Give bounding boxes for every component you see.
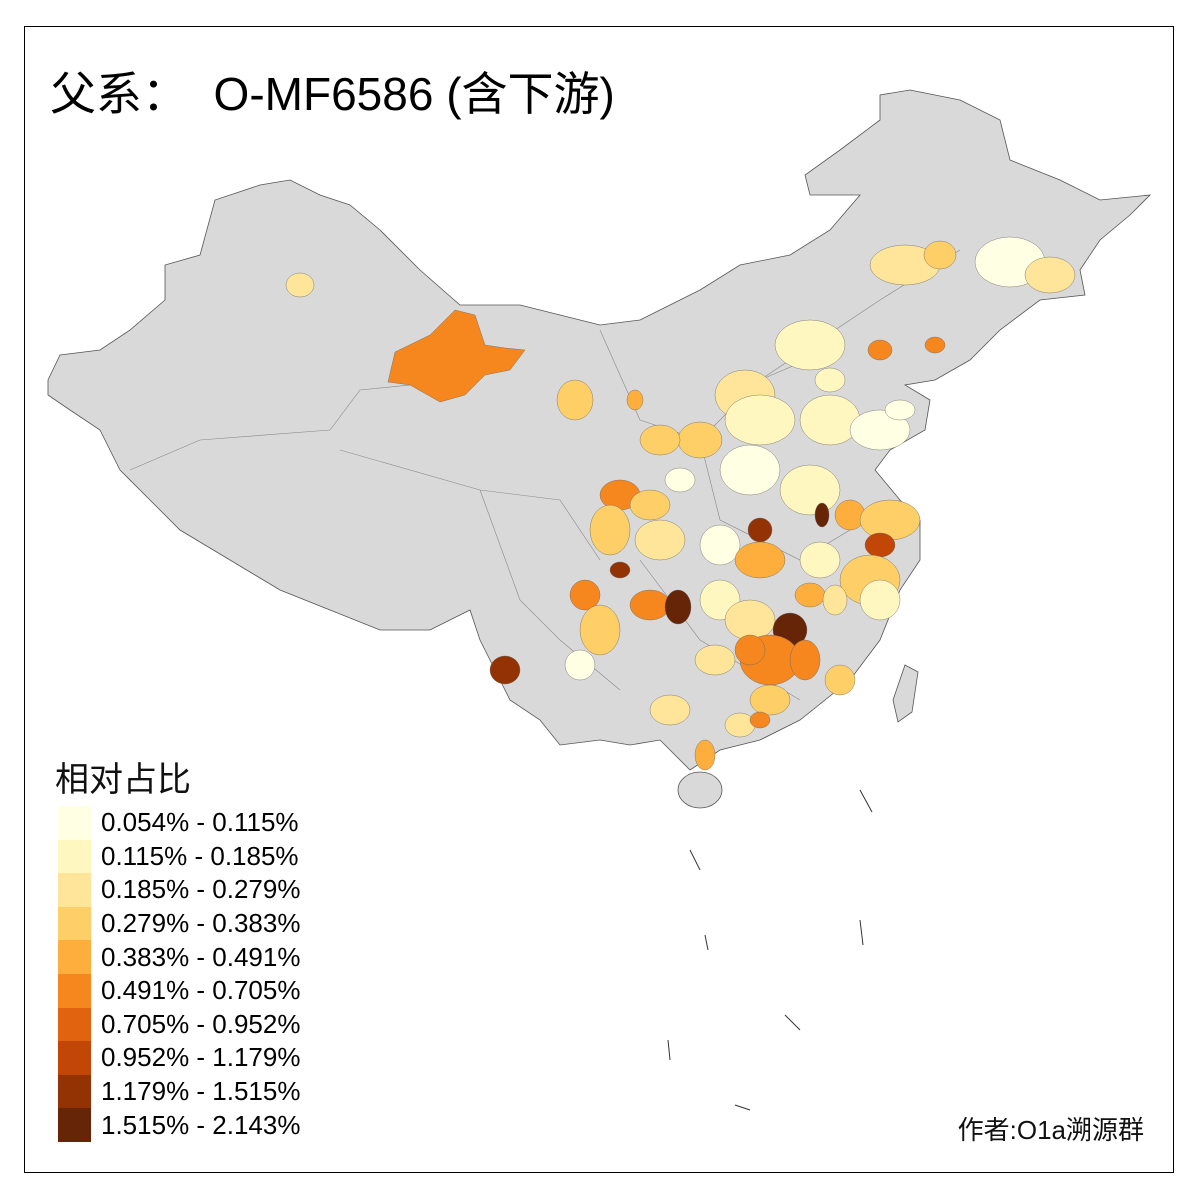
prefecture-region [774,319,846,371]
legend: 0.054% - 0.115% 0.115% - 0.185% 0.185% - 0… [58,806,300,1142]
map-frame [24,26,1174,1173]
prefecture-region [859,499,921,541]
prefecture-region [387,309,526,403]
island-mark [689,849,701,871]
prefecture-region [694,739,716,771]
legend-swatch [58,1074,91,1109]
island-mark [734,1104,751,1111]
legend-title: 相对占比 [55,761,191,799]
prefecture-region [923,240,957,270]
prefecture-region [834,499,866,531]
legend-label: 1.179% - 1.515% [101,1076,301,1107]
legend-swatch [58,1041,91,1075]
prefecture-region [724,394,796,446]
prefecture-region [626,389,644,411]
legend-label: 0.491% - 0.705% [101,975,301,1006]
prefecture-region [749,711,771,729]
prefecture-region [867,339,893,361]
prefecture-region [677,421,723,459]
legend-item: 0.383% - 0.491% [58,940,300,974]
legend-label: 0.952% - 1.179% [101,1042,301,1073]
legend-item: 0.705% - 0.952% [58,1007,301,1042]
prefecture-region [814,502,830,528]
prefecture-region [629,589,671,621]
prefecture-region [649,694,691,726]
legend-item: 0.115% - 0.185% [58,839,300,874]
prefecture-region [664,467,696,493]
legend-swatch [58,806,91,840]
prefecture-region [749,684,791,716]
island-mark [859,919,864,946]
island-mark [859,789,873,813]
prefecture-region [629,489,671,521]
prefecture-region [864,532,896,558]
prefecture-region [569,579,601,611]
prefecture-region [724,599,776,641]
legend-label: 0.185% - 0.279% [101,874,301,905]
prefecture-region [285,272,315,298]
legend-swatch [58,839,91,874]
legend-swatch [58,1108,91,1142]
prefecture-region [719,444,781,496]
prefecture-region [639,424,681,456]
prefecture-region [849,409,911,451]
legend-item: 0.279% - 0.383% [58,906,301,941]
prefecture-region [794,582,826,608]
prefecture-region [589,504,631,556]
province-border [129,379,461,471]
prefecture-region [814,367,846,393]
prefecture-region [694,644,736,676]
legend-item: 0.185% - 0.279% [58,873,300,907]
prefecture-region [824,664,856,696]
prefecture-region [1024,256,1076,294]
legend-swatch [58,873,91,907]
legend-swatch [58,906,91,941]
prefecture-region [556,379,594,421]
prefecture-region [859,579,901,621]
legend-item: 0.054% - 0.115% [58,806,300,840]
legend-item: 0.491% - 0.705% [58,973,301,1008]
prefecture-region [884,399,916,421]
prefecture-region [699,524,741,566]
prefecture-region [579,604,621,656]
prefecture-region [609,561,631,579]
prefecture-region [634,519,686,561]
legend-label: 0.054% - 0.115% [101,807,299,838]
prefecture-region [734,634,766,666]
prefecture-region [799,394,861,446]
island-mark [667,1039,671,1061]
prefecture-region [789,639,821,681]
hainan-island [677,771,723,809]
legend-label: 0.705% - 0.952% [101,1008,301,1039]
prefecture-region [779,464,841,516]
prefecture-region [724,712,756,738]
legend-swatch [58,940,91,974]
island-mark [784,1014,801,1031]
author-credit: 作者:O1a溯源群 [957,1115,1144,1145]
prefecture-region [747,517,773,543]
legend-item: 1.515% - 2.143% [58,1108,300,1142]
prefecture-region [924,336,946,354]
legend-swatch [58,1007,91,1042]
legend-item: 0.952% - 1.179% [58,1041,300,1075]
island-mark [704,934,709,951]
legend-label: 0.279% - 0.383% [101,908,301,939]
legend-swatch [58,973,91,1008]
prefecture-region [664,589,692,625]
prefecture-region [564,649,596,681]
prefecture-region [799,541,841,579]
legend-item: 1.179% - 1.515% [58,1074,301,1109]
prefecture-region [822,584,848,616]
legend-label: 0.383% - 0.491% [101,941,301,972]
legend-label: 0.115% - 0.185% [101,840,299,871]
china-outline [47,89,1152,771]
prefecture-region [489,655,521,685]
province-border [339,449,601,561]
prefecture-region [734,541,786,579]
taiwan-island [892,664,919,723]
legend-label: 1.515% - 2.143% [101,1109,301,1140]
map-title: 父系： O-MF6586 (含下游) [50,68,615,120]
